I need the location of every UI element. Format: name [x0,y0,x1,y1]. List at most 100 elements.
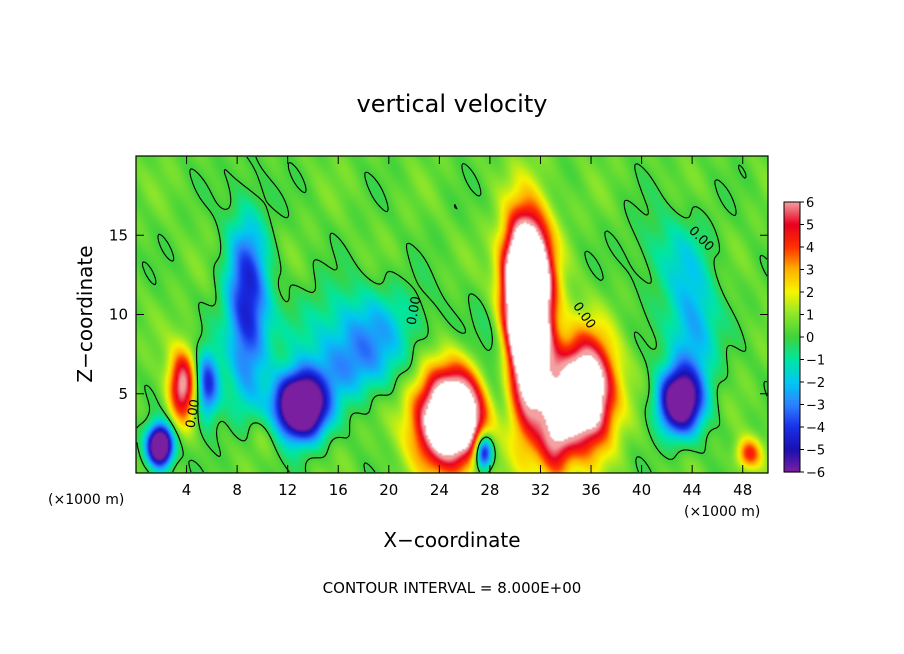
colorbar-swatch [784,274,800,277]
colorbar-swatch [784,438,800,442]
colorbar-swatch [784,287,800,291]
colorbar-label: 2 [806,286,814,301]
colorbar-swatch [784,285,800,289]
colorbar-swatch [784,312,800,316]
colorbar-swatch [784,418,800,421]
colorbar-swatch [784,411,800,415]
y-axis-ticks: 5 10 15 [109,226,768,403]
colorbar-swatch [784,238,800,241]
contour-interval-note: CONTOUR INTERVAL = 8.000E+00 [323,579,582,597]
colorbar-label: 4 [806,241,814,256]
x-axis-unit-left: (×1000 m) [48,492,124,508]
colorbar-swatch [784,460,800,464]
colorbar-label: −5 [806,444,825,459]
colorbar-label: −1 [806,354,825,369]
colorbar-swatch [784,251,800,255]
colorbar-swatch [784,429,800,433]
colorbar-swatch [784,409,800,412]
colorbar-swatch [784,303,800,307]
colorbar-swatch [784,267,800,271]
colorbar-swatch [784,296,800,300]
colorbar-swatch [784,240,800,244]
x-axis-unit-right: (×1000 m) [684,504,760,520]
x-tick-label: 40 [632,481,651,499]
colorbar-swatch [784,447,800,451]
colorbar-swatch [784,233,800,237]
colorbar-swatch [784,265,800,268]
colorbar-swatch [784,229,800,232]
colorbar-swatch [784,375,800,379]
colorbar-swatch [784,323,800,327]
y-tick-label: 5 [118,385,128,403]
colorbar-swatch [784,355,800,358]
colorbar-swatch [784,442,800,446]
colorbar-label: −4 [806,421,825,436]
colorbar-swatch [784,235,800,239]
x-tick-label: 28 [480,481,499,499]
colorbar-swatch [784,440,800,444]
colorbar-swatch [784,244,800,248]
x-tick-label: 12 [278,481,297,499]
y-tick-label: 10 [109,306,128,324]
x-tick-label: 20 [379,481,398,499]
colorbar-swatch [784,328,800,331]
colorbar-swatch [784,373,800,376]
colorbar-swatch [784,361,800,365]
colorbar-swatch [784,256,800,259]
colorbar-label: −2 [806,376,825,391]
colorbar-swatch [784,319,800,322]
colorbar-swatch [784,422,800,426]
colorbar-swatch [784,404,800,408]
colorbar-swatch [784,341,800,345]
colorbar-swatch [784,420,800,424]
colorbar-swatch [784,301,800,304]
x-axis-ticks: 4 8 12 16 20 24 28 32 36 40 44 48 [182,156,752,499]
colorbar-swatch [784,386,800,390]
colorbar-swatch [784,436,800,439]
colorbar-swatch [784,343,800,347]
x-tick-label: 48 [733,481,752,499]
colorbar-swatch [784,350,800,354]
colorbar-swatch [784,415,800,419]
colorbar-swatch [784,325,800,329]
colorbar-swatch [784,298,800,302]
colorbar-swatch [784,469,800,473]
zero-contour-lines [136,156,768,473]
colorbar-swatch [784,458,800,462]
y-tick-label: 15 [109,226,128,244]
colorbar-swatch [784,211,800,214]
colorbar-swatch [784,384,800,388]
colorbar-swatch [784,348,800,352]
colorbar-swatch [784,215,800,219]
colorbar-swatch [784,433,800,437]
x-tick-label: 8 [232,481,242,499]
colorbar-swatch [784,346,800,349]
colorbar-swatch [784,224,800,228]
colorbar-label: 5 [806,219,814,234]
colorbar-label: 0 [806,331,814,346]
colorbar-swatch [784,368,800,372]
colorbar-swatch [784,366,800,370]
contour-label: 0.00 [405,295,425,326]
colorbar-label: −3 [806,399,825,414]
colorbar-swatch [784,391,800,394]
colorbar-swatch [784,283,800,286]
colorbar-swatch [784,463,800,466]
colorbar-label: −6 [806,466,825,481]
colorbar-swatch [784,465,800,469]
colorbar-swatch [784,307,800,311]
colorbar-swatch [784,294,800,298]
colorbar-swatch [784,339,800,343]
colorbar-label: 3 [806,264,814,279]
colorbar-swatch [784,370,800,374]
x-tick-label: 4 [182,481,192,499]
colorbar-swatch [784,388,800,392]
colorbar-swatch [784,314,800,318]
chart-title: vertical velocity [357,90,548,118]
colorbar-swatch [784,269,800,273]
colorbar-swatch [784,231,800,235]
x-tick-label: 44 [683,481,702,499]
colorbar-swatch [784,427,800,430]
colorbar-swatch [784,454,800,457]
